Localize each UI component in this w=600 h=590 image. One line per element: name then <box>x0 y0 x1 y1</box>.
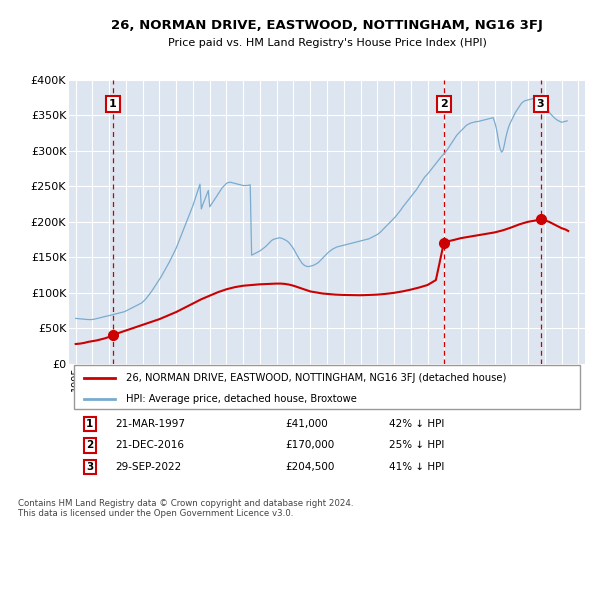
Text: 41% ↓ HPI: 41% ↓ HPI <box>389 462 444 472</box>
Text: 25% ↓ HPI: 25% ↓ HPI <box>389 440 444 450</box>
Text: 21-DEC-2016: 21-DEC-2016 <box>115 440 184 450</box>
Text: Price paid vs. HM Land Registry's House Price Index (HPI): Price paid vs. HM Land Registry's House … <box>167 38 487 48</box>
Text: £170,000: £170,000 <box>286 440 335 450</box>
Text: £204,500: £204,500 <box>286 462 335 472</box>
Text: £41,000: £41,000 <box>286 419 328 429</box>
Text: 29-SEP-2022: 29-SEP-2022 <box>115 462 182 472</box>
Text: HPI: Average price, detached house, Broxtowe: HPI: Average price, detached house, Brox… <box>126 394 356 404</box>
Text: 26, NORMAN DRIVE, EASTWOOD, NOTTINGHAM, NG16 3FJ (detached house): 26, NORMAN DRIVE, EASTWOOD, NOTTINGHAM, … <box>126 373 506 384</box>
Text: 21-MAR-1997: 21-MAR-1997 <box>115 419 185 429</box>
Text: 1: 1 <box>86 419 93 429</box>
Text: 2: 2 <box>440 99 448 109</box>
Text: 1: 1 <box>109 99 117 109</box>
Text: 2: 2 <box>86 440 93 450</box>
Text: Contains HM Land Registry data © Crown copyright and database right 2024.
This d: Contains HM Land Registry data © Crown c… <box>18 499 353 518</box>
Text: 26, NORMAN DRIVE, EASTWOOD, NOTTINGHAM, NG16 3FJ: 26, NORMAN DRIVE, EASTWOOD, NOTTINGHAM, … <box>111 19 543 32</box>
Text: 3: 3 <box>537 99 544 109</box>
Text: 42% ↓ HPI: 42% ↓ HPI <box>389 419 444 429</box>
FancyBboxPatch shape <box>74 365 580 409</box>
Text: 3: 3 <box>86 462 93 472</box>
